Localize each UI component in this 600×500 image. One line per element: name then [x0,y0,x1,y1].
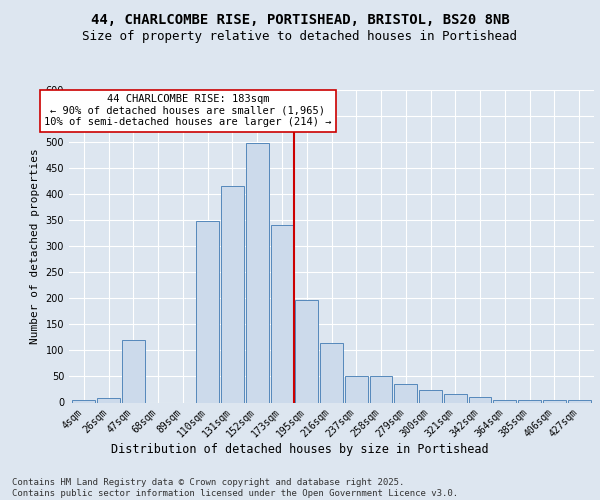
Bar [271,226,293,402]
Bar [518,400,541,402]
Bar [370,376,392,402]
Bar [196,221,219,402]
Bar [97,398,120,402]
Bar [568,400,590,402]
Text: 44 CHARLCOMBE RISE: 183sqm
← 90% of detached houses are smaller (1,965)
10% of s: 44 CHARLCOMBE RISE: 183sqm ← 90% of deta… [44,94,332,128]
Bar [345,376,368,402]
Bar [394,384,417,402]
Text: Contains HM Land Registry data © Crown copyright and database right 2025.
Contai: Contains HM Land Registry data © Crown c… [12,478,458,498]
Text: 44, CHARLCOMBE RISE, PORTISHEAD, BRISTOL, BS20 8NB: 44, CHARLCOMBE RISE, PORTISHEAD, BRISTOL… [91,12,509,26]
Text: Size of property relative to detached houses in Portishead: Size of property relative to detached ho… [83,30,517,43]
Bar [419,390,442,402]
Text: Distribution of detached houses by size in Portishead: Distribution of detached houses by size … [111,442,489,456]
Bar [543,400,566,402]
Bar [73,400,95,402]
Bar [444,394,467,402]
Bar [469,398,491,402]
Bar [122,340,145,402]
Bar [246,143,269,403]
Bar [221,186,244,402]
Bar [493,400,516,402]
Bar [320,342,343,402]
Bar [295,300,318,402]
Y-axis label: Number of detached properties: Number of detached properties [30,148,40,344]
